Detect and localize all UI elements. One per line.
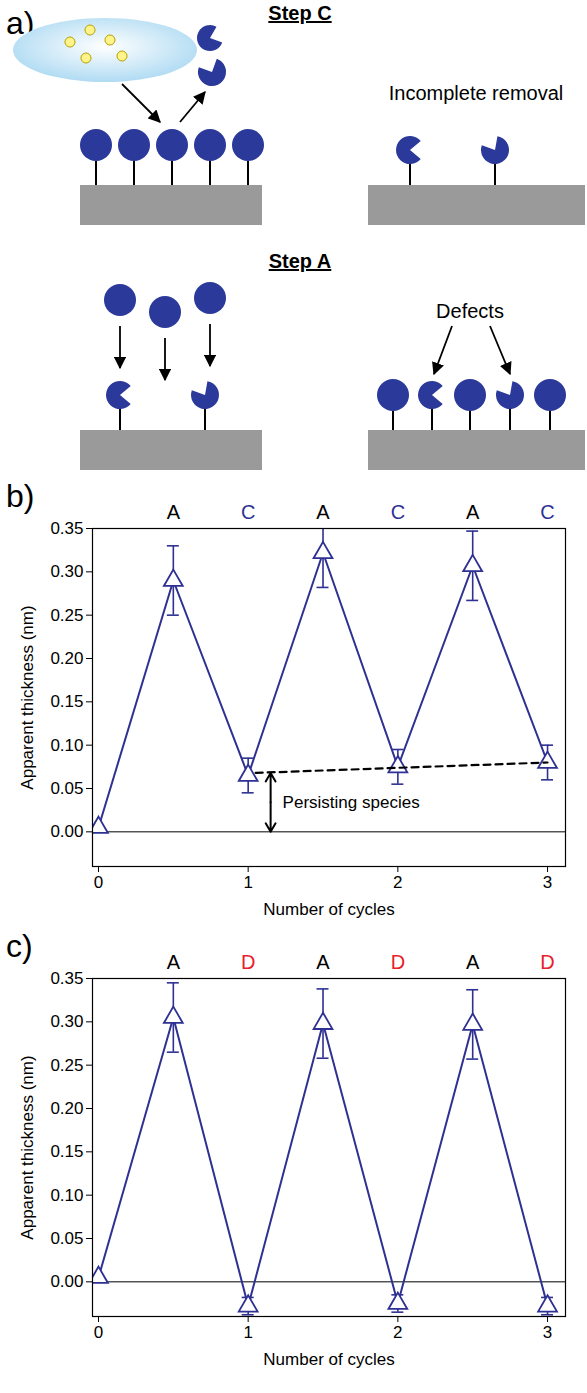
svg-text:Defects: Defects — [436, 300, 504, 322]
svg-text:A: A — [466, 951, 480, 973]
svg-text:0.05: 0.05 — [50, 779, 83, 798]
svg-text:0.00: 0.00 — [50, 1272, 83, 1291]
svg-text:0.20: 0.20 — [50, 649, 83, 668]
svg-text:0: 0 — [94, 873, 103, 892]
svg-text:2: 2 — [393, 1323, 402, 1342]
svg-text:0.00: 0.00 — [50, 822, 83, 841]
svg-text:Step C: Step C — [268, 2, 331, 24]
svg-text:0.15: 0.15 — [50, 692, 83, 711]
svg-text:D: D — [540, 951, 554, 973]
html-text:c): c) — [6, 928, 33, 964]
svg-text:C: C — [540, 501, 554, 523]
svg-text:A: A — [167, 501, 181, 523]
svg-text:1: 1 — [243, 873, 252, 892]
svg-text:1: 1 — [243, 1323, 252, 1342]
svg-text:0.30: 0.30 — [50, 1012, 83, 1031]
svg-text:A: A — [316, 951, 330, 973]
svg-text:A: A — [466, 501, 480, 523]
svg-text:Number of cycles: Number of cycles — [263, 900, 394, 919]
svg-text:A: A — [167, 951, 181, 973]
svg-text:Apparent thickness (nm): Apparent thickness (nm) — [18, 1055, 37, 1239]
svg-text:0.25: 0.25 — [50, 606, 83, 625]
svg-text:Step A: Step A — [269, 250, 332, 272]
svg-text:0.15: 0.15 — [50, 1142, 83, 1161]
svg-text:0.35: 0.35 — [50, 519, 83, 538]
svg-text:Number of cycles: Number of cycles — [263, 1350, 394, 1369]
svg-text:0.10: 0.10 — [50, 1186, 83, 1205]
svg-text:2: 2 — [393, 873, 402, 892]
svg-text:0.20: 0.20 — [50, 1099, 83, 1118]
svg-text:0.05: 0.05 — [50, 1229, 83, 1248]
svg-text:0.30: 0.30 — [50, 562, 83, 581]
svg-text:3: 3 — [543, 1323, 552, 1342]
svg-text:3: 3 — [543, 873, 552, 892]
svg-text:0.35: 0.35 — [50, 969, 83, 988]
svg-text:Apparent thickness (nm): Apparent thickness (nm) — [18, 605, 37, 789]
svg-text:D: D — [391, 951, 405, 973]
svg-text:Persisting species: Persisting species — [283, 793, 420, 812]
svg-text:0: 0 — [94, 1323, 103, 1342]
svg-text:0.25: 0.25 — [50, 1056, 83, 1075]
svg-text:C: C — [391, 501, 405, 523]
html-text:b): b) — [6, 478, 35, 514]
svg-text:Incomplete removal: Incomplete removal — [389, 82, 564, 104]
svg-text:0.10: 0.10 — [50, 736, 83, 755]
svg-text:C: C — [241, 501, 255, 523]
svg-text:D: D — [241, 951, 255, 973]
svg-text:a): a) — [6, 5, 35, 41]
svg-text:A: A — [316, 501, 330, 523]
